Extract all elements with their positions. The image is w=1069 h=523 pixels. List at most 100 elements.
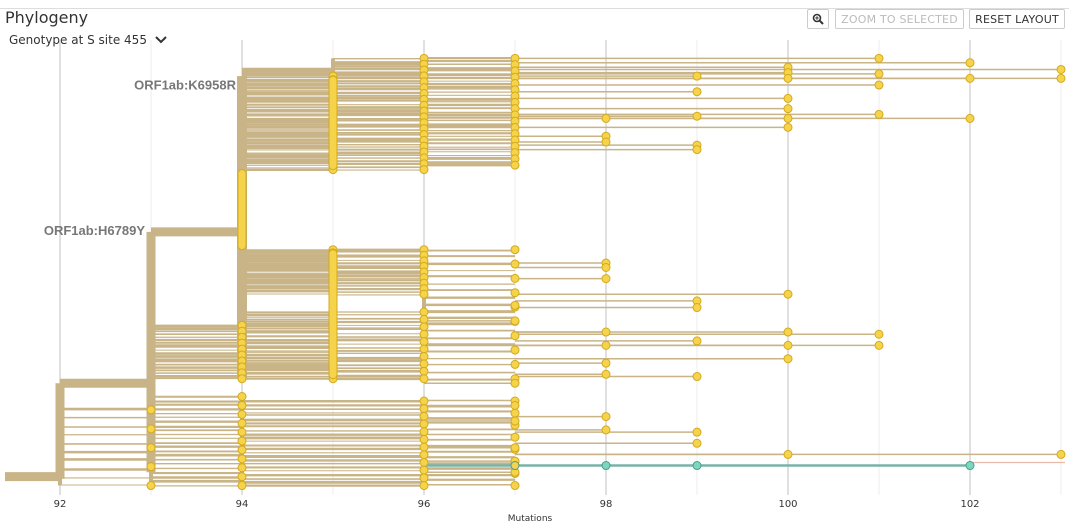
tree-node [419, 289, 429, 299]
tree-node [419, 337, 429, 347]
tip-node [783, 327, 793, 337]
tip-node [1056, 449, 1066, 459]
x-axis: 92 94 96 98 100 102 [54, 499, 980, 510]
tip-node [692, 145, 702, 155]
color-by-label: Genotype at S site 455 [9, 33, 147, 47]
tip-node [874, 53, 884, 63]
tip-node [510, 400, 520, 410]
tree-node [419, 404, 429, 414]
node-cluster [328, 75, 338, 171]
x-axis-title: Mutations [508, 514, 553, 523]
tip-node [601, 340, 611, 350]
tip-node [874, 80, 884, 90]
magnifier-icon [812, 13, 824, 25]
tree-node [419, 434, 429, 444]
tree-node [419, 473, 429, 483]
tree-node [419, 329, 429, 339]
tree-node [510, 288, 520, 298]
tip-node [783, 104, 793, 114]
branch-labels: ORF1ab:K6958R ORF1ab:H6789Y [44, 77, 237, 238]
tree-node [146, 424, 156, 434]
tip-node [783, 340, 793, 350]
x-tick-label: 96 [418, 499, 431, 510]
tree-node [510, 408, 520, 418]
tree-node [510, 432, 520, 442]
zoom-to-selected-button[interactable]: ZOOM TO SELECTED [835, 9, 964, 29]
tip-node [783, 93, 793, 103]
tree-node [419, 411, 429, 421]
reset-layout-button[interactable]: RESET LAYOUT [969, 9, 1065, 29]
tip-node [510, 300, 520, 310]
panel-top-border [0, 8, 1069, 9]
tip-node [692, 372, 702, 382]
node-cluster [328, 249, 338, 380]
tree-node [146, 462, 156, 472]
tree-node [237, 463, 247, 473]
tree-node [510, 245, 520, 255]
tree-node [510, 359, 520, 369]
tip-node [783, 354, 793, 364]
tree-node [510, 273, 520, 283]
tip-node [601, 113, 611, 123]
tree-node [510, 160, 520, 170]
tree-node [419, 450, 429, 460]
tip-node [692, 111, 702, 121]
tip-node [510, 378, 520, 388]
tree-branches [5, 56, 1065, 487]
tree-node [237, 392, 247, 402]
tip-node [601, 358, 611, 368]
tip-node [874, 69, 884, 79]
tree-node [237, 454, 247, 464]
tree-node [146, 443, 156, 453]
tree-node [419, 352, 429, 361]
tree-node [419, 419, 429, 429]
tree-node [419, 366, 429, 376]
tip-node [692, 87, 702, 97]
tree-node [419, 427, 429, 437]
tree-node [237, 409, 247, 419]
tree-node [419, 165, 429, 175]
tip-node [874, 340, 884, 350]
tree-node [237, 481, 247, 491]
tree-node [237, 374, 247, 384]
x-tick-label: 98 [600, 499, 613, 510]
tree-node [237, 418, 247, 428]
tip-node [601, 274, 611, 284]
tip-node [783, 289, 793, 299]
tip-node [692, 427, 702, 437]
tree-node [419, 442, 429, 452]
tip-node [510, 416, 520, 426]
tip-node [601, 412, 611, 422]
tip-node [783, 73, 793, 83]
color-by-dropdown[interactable]: Genotype at S site 455 [9, 33, 167, 47]
tree-nodes [146, 53, 1066, 491]
tree-node [419, 359, 429, 369]
highlight-tip-node [965, 461, 975, 471]
tip-node [1056, 64, 1066, 74]
tree-node [237, 436, 247, 446]
tree-node [419, 374, 429, 384]
branch-mutation-label: ORF1ab:K6958R [134, 77, 236, 92]
tree-node [237, 427, 247, 437]
tree-node [510, 345, 520, 355]
tip-node [965, 58, 975, 68]
tip-node [692, 336, 702, 346]
zoom-button[interactable] [807, 9, 829, 29]
tree-node [419, 396, 429, 406]
tree-node [419, 457, 429, 467]
x-tick-label: 102 [960, 499, 979, 510]
branch-mutation-label: ORF1ab:H6789Y [44, 223, 145, 238]
tree-node [237, 472, 247, 482]
chevron-down-icon [155, 36, 167, 44]
tip-node [692, 71, 702, 81]
tree-node [146, 405, 156, 415]
tree-node [419, 481, 429, 491]
highlight-node [601, 461, 611, 471]
tip-node [874, 329, 884, 339]
highlight-node [692, 461, 702, 471]
tip-node [510, 443, 520, 453]
tip-node [1056, 73, 1066, 83]
tip-node [783, 122, 793, 132]
